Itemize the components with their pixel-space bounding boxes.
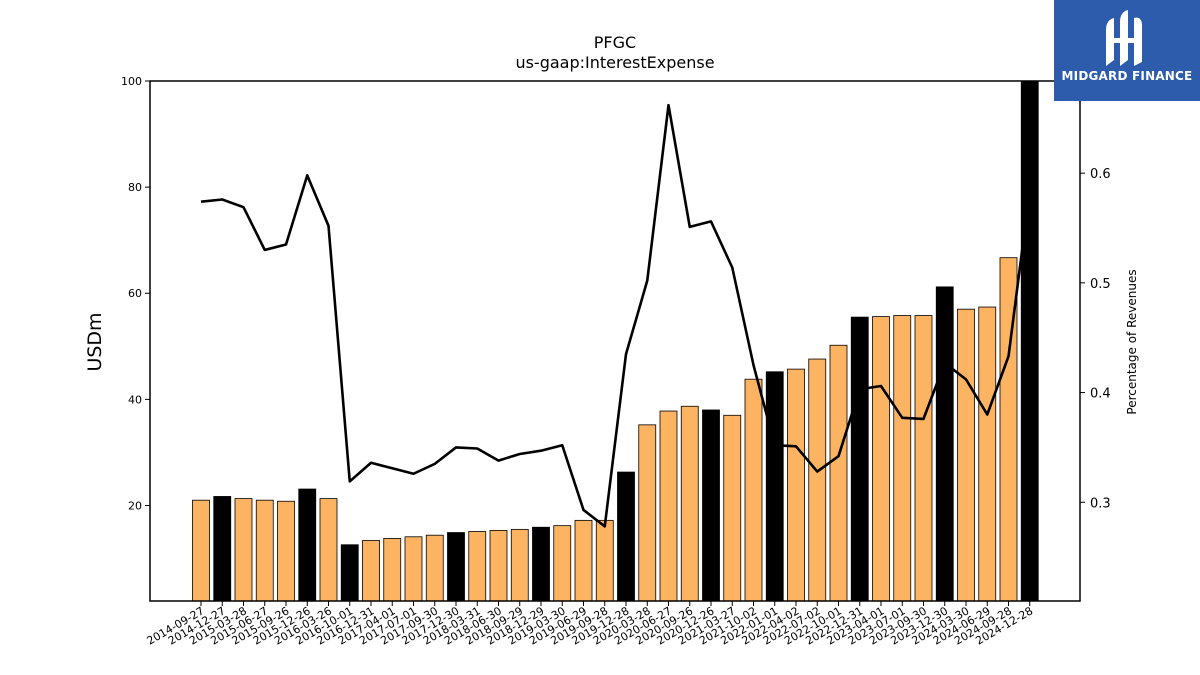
bar: [425, 534, 444, 602]
bar: [723, 414, 742, 602]
bar: [680, 405, 699, 602]
bar: [255, 499, 274, 602]
y2-axis-label: Percentage of Revenues: [1125, 269, 1139, 414]
y-tick-label: 80: [128, 181, 142, 194]
y2-tick-label: 0.6: [1090, 167, 1111, 182]
logo-text: MIDGARD FINANCE: [1061, 69, 1193, 83]
bar: [914, 315, 933, 602]
bar: [617, 471, 635, 602]
y2-tick-label: 0.4: [1090, 387, 1111, 402]
bar: [1020, 80, 1039, 602]
bar: [298, 488, 317, 602]
bar: [893, 315, 912, 602]
bar: [489, 530, 508, 602]
bar: [829, 344, 848, 602]
bar: [787, 368, 805, 602]
axes-group: 204060801000.30.40.50.62014-09-272014-12…: [121, 75, 1111, 648]
bar: [553, 525, 572, 602]
bar: [659, 410, 678, 602]
bar: [383, 537, 402, 602]
y-axis-label: USDm: [84, 312, 106, 371]
bar: [702, 409, 720, 602]
bar: [595, 519, 614, 602]
y-tick-label: 20: [128, 499, 142, 512]
bar: [213, 496, 232, 602]
line-series: [200, 103, 1032, 528]
bar: [957, 308, 975, 602]
bar: [404, 536, 423, 602]
bar: [574, 519, 593, 602]
plot-frame: [149, 80, 1081, 602]
bar: [532, 526, 550, 602]
chart-subtitle: us-gaap:InterestExpense: [515, 53, 714, 72]
bar: [468, 531, 487, 602]
y-tick-label: 100: [121, 75, 142, 88]
midgard-finance-logo: MIDGARD FINANCE: [1054, 0, 1200, 101]
y2-tick-label: 0.5: [1090, 277, 1111, 292]
bar: [638, 424, 657, 602]
bar: [978, 306, 997, 602]
bar: [277, 500, 295, 602]
bar: [447, 532, 465, 602]
bar: [744, 378, 763, 602]
bar: [362, 540, 380, 602]
bar: [872, 316, 890, 602]
bar: [510, 528, 529, 602]
bar: [192, 499, 210, 602]
line-group: [200, 103, 1032, 528]
bar: [340, 544, 359, 602]
bar: [808, 358, 827, 602]
bar: [234, 498, 253, 602]
logo-mark-icon: [1106, 10, 1142, 66]
y2-tick-label: 0.3: [1090, 496, 1111, 511]
chart-title: PFGC: [594, 33, 636, 52]
bar: [935, 286, 954, 602]
bar: [850, 316, 869, 602]
bars-group: [192, 80, 1039, 602]
bar: [765, 371, 784, 602]
bar: [319, 498, 338, 602]
y-tick-label: 60: [128, 287, 142, 300]
y-tick-label: 40: [128, 393, 142, 406]
